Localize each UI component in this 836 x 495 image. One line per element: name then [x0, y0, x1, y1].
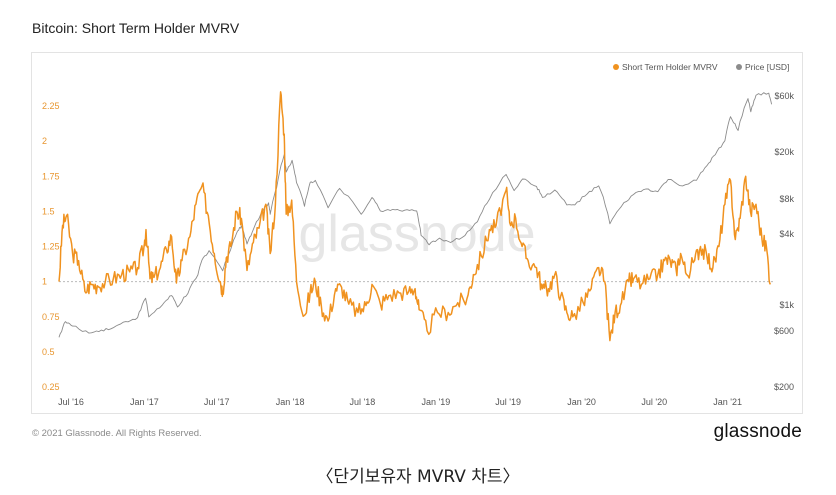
watermark-text: glassnode — [298, 205, 535, 263]
legend-price-swatch — [736, 64, 742, 70]
x-tick-label: Jan '18 — [276, 397, 305, 407]
y-right-tick-label: $4k — [779, 229, 794, 239]
x-tick-label: Jul '16 — [58, 397, 84, 407]
x-tick-label: Jul '20 — [641, 397, 667, 407]
y-right-tick-label: $600 — [774, 326, 794, 336]
y-left-tick-label: 0.5 — [42, 347, 55, 357]
y-left-tick-label: 2 — [42, 136, 47, 146]
x-tick-label: Jul '19 — [495, 397, 521, 407]
y-right-tick-label: $8k — [779, 194, 794, 204]
y-right-tick-label: $200 — [774, 382, 794, 392]
mvrv-series-line — [58, 91, 772, 342]
y-left-tick-label: 0.75 — [42, 312, 60, 322]
chart-svg: glassnode 2.25 2 1.75 1.5 1.25 1 0.75 0.5 0.25 $6… — [42, 62, 794, 407]
glassnode-logo[interactable]: glassnode — [713, 421, 802, 442]
legend-price-label: Price [USD] — [745, 62, 789, 72]
x-tick-label: Jan '19 — [421, 397, 450, 407]
x-tick-label: Jul '17 — [204, 397, 230, 407]
price-series-line — [58, 92, 773, 338]
x-tick-label: Jan '20 — [567, 397, 596, 407]
copyright-text: © 2021 Glassnode. All Rights Reserved. — [32, 428, 202, 439]
figure-caption: 〈단기보유자 MVRV 차트〉 — [316, 467, 520, 487]
legend-mvrv-label: Short Term Holder MVRV — [622, 62, 718, 72]
x-tick-label: Jan '17 — [130, 397, 159, 407]
y-left-tick-label: 1.25 — [42, 242, 60, 252]
chart-panel: glassnode 2.25 2 1.75 1.5 1.25 1 0.75 0.5 0.25 $6… — [31, 52, 803, 414]
legend-mvrv-swatch — [613, 64, 619, 70]
x-tick-label: Jan '21 — [713, 397, 742, 407]
y-left-tick-label: 1.5 — [42, 206, 55, 216]
y-right-tick-label: $60k — [774, 91, 794, 101]
y-left-tick-label: 1 — [42, 277, 47, 287]
y-left-tick-label: 0.25 — [42, 382, 60, 392]
x-tick-label: Jul '18 — [350, 397, 376, 407]
y-right-tick-label: $20k — [774, 147, 794, 157]
y-right-tick-label: $1k — [779, 300, 794, 310]
chart-title: Bitcoin: Short Term Holder MVRV — [32, 20, 240, 36]
y-left-tick-label: 1.75 — [42, 171, 60, 181]
y-left-tick-label: 2.25 — [42, 101, 60, 111]
